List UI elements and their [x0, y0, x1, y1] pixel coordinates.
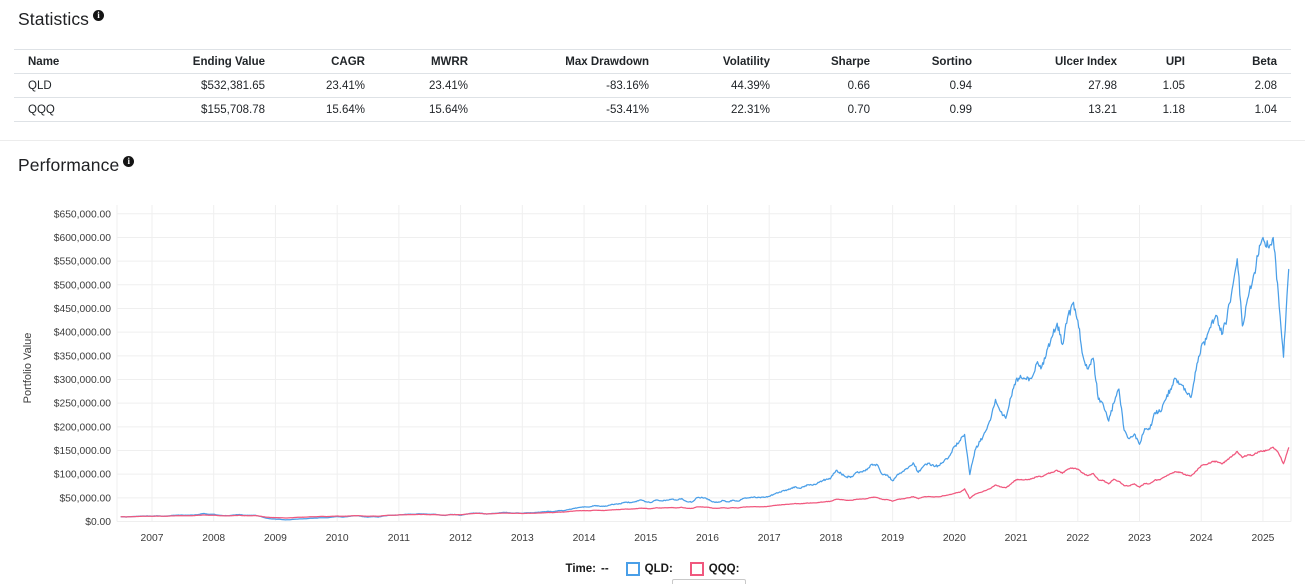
header-cell: Sharpe [784, 49, 884, 74]
table-cell: 23.41% [279, 73, 379, 98]
header-cell: CAGR [279, 49, 379, 74]
table-cell: 1.04 [1199, 97, 1291, 122]
x-axis-tick-label: 2015 [634, 533, 657, 544]
x-axis-tick-label: 2009 [264, 533, 287, 544]
table-cell: 15.64% [379, 97, 482, 122]
y-axis-tick-label: $450,000.00 [54, 304, 112, 315]
table-cell: 2.08 [1199, 73, 1291, 98]
table-cell: QLD [14, 73, 154, 98]
qqq-series-line [120, 446, 1290, 519]
y-axis-tick-label: $250,000.00 [54, 399, 112, 410]
table-row: QLD $532,381.65 23.41% 23.41% -83.16% 44.39% 0… [14, 73, 1291, 98]
qld-legend-swatch-icon [625, 562, 640, 576]
table-cell: 15.64% [279, 97, 379, 122]
y-axis-tick-label: $50,000.00 [59, 493, 111, 504]
y-axis-tick-label: $600,000.00 [54, 233, 112, 244]
table-cell: 0.94 [884, 73, 986, 98]
header-cell: Ulcer Index [986, 49, 1131, 74]
x-axis-tick-label: 2016 [696, 533, 719, 544]
statistics-table: Name Ending Value CAGR MWRR Max Drawdown Vola… [14, 49, 1291, 122]
legend-item-qqq: QQQ: [689, 562, 740, 576]
y-axis-tick-label: $500,000.00 [54, 280, 112, 291]
legend-qqq-label: QQQ: [708, 563, 740, 575]
x-axis-tick-label: 2010 [326, 533, 349, 544]
legend-hover-value-box [672, 579, 746, 584]
table-cell: 0.66 [784, 73, 884, 98]
table-row: QQQ $155,708.78 15.64% 15.64% -53.41% 22.31% 0… [14, 97, 1291, 122]
legend-time: Time: -- [566, 563, 609, 575]
y-axis-tick-label: $400,000.00 [54, 328, 112, 339]
statistics-section-title: Statistics i [18, 9, 105, 30]
y-axis-tick-label: $300,000.00 [54, 375, 112, 386]
qld-series-line [120, 236, 1290, 521]
y-axis-title: Portfolio Value [22, 333, 34, 404]
legend-qld-label: QLD: [644, 563, 673, 575]
y-axis-tick-label: $350,000.00 [54, 351, 112, 362]
performance-chart[interactable]: $0.00 $50,000.00 $100,000.00 $150,000.00 $20… [0, 192, 1305, 558]
x-axis-tick-label: 2021 [1005, 533, 1028, 544]
table-cell: 0.70 [784, 97, 884, 122]
x-axis-tick-label: 2018 [819, 533, 842, 544]
header-cell: Sortino [884, 49, 986, 74]
x-axis-tick-label: 2012 [449, 533, 472, 544]
table-cell: 44.39% [663, 73, 784, 98]
header-cell: UPI [1131, 49, 1199, 74]
table-cell: -83.16% [482, 73, 663, 98]
qqq-legend-swatch-icon [689, 562, 704, 576]
x-axis-tick-label: 2011 [388, 533, 410, 544]
table-cell: 1.05 [1131, 73, 1199, 98]
info-icon[interactable]: i [123, 156, 135, 167]
y-axis-tick-label: $100,000.00 [54, 470, 112, 481]
table-cell: 1.18 [1131, 97, 1199, 122]
y-axis-tick-label: $200,000.00 [54, 422, 112, 433]
table-cell: 27.98 [986, 73, 1131, 98]
x-axis-tick-label: 2022 [1066, 533, 1089, 544]
legend-time-label: Time: [565, 563, 596, 575]
table-cell: -53.41% [482, 97, 663, 122]
x-axis-tick-label: 2007 [141, 533, 164, 544]
table-cell: $155,708.78 [154, 97, 279, 122]
header-cell: Max Drawdown [482, 49, 663, 74]
x-axis-tick-label: 2025 [1251, 533, 1274, 544]
statistics-table-header: Name Ending Value CAGR MWRR Max Drawdown Vola… [14, 49, 1291, 74]
x-axis-tick-label: 2024 [1190, 533, 1213, 544]
header-cell: Beta [1199, 49, 1291, 74]
legend-time-value: -- [601, 563, 609, 575]
table-cell: 0.99 [884, 97, 986, 122]
x-axis-tick-label: 2017 [758, 533, 781, 544]
y-axis-tick-label: $550,000.00 [54, 257, 112, 268]
legend-item-qld: QLD: [625, 562, 673, 576]
table-cell: 22.31% [663, 97, 784, 122]
section-divider [0, 140, 1305, 141]
table-cell: 13.21 [986, 97, 1131, 122]
x-axis-tick-label: 2023 [1128, 533, 1151, 544]
statistics-title-text: Statistics [18, 9, 90, 29]
x-axis-tick-label: 2008 [202, 533, 225, 544]
x-axis-tick-label: 2013 [511, 533, 534, 544]
header-cell: Volatility [663, 49, 784, 74]
table-cell: 23.41% [379, 73, 482, 98]
header-cell: Ending Value [154, 49, 279, 74]
table-cell: QQQ [14, 97, 154, 122]
info-icon[interactable]: i [93, 10, 105, 21]
y-axis-tick-label: $650,000.00 [54, 209, 112, 220]
performance-section-title: Performance i [18, 155, 135, 176]
table-cell: $532,381.65 [154, 73, 279, 98]
x-axis-tick-label: 2020 [943, 533, 966, 544]
chart-legend: Time: -- QLD: QQQ: [0, 562, 1305, 576]
x-axis-tick-label: 2019 [881, 533, 904, 544]
header-cell: Name [14, 49, 154, 74]
header-cell: MWRR [379, 49, 482, 74]
x-axis-tick-label: 2014 [573, 533, 596, 544]
performance-title-text: Performance [18, 155, 120, 175]
y-axis-tick-label: $0.00 [85, 517, 111, 528]
y-axis-tick-label: $150,000.00 [54, 446, 112, 457]
